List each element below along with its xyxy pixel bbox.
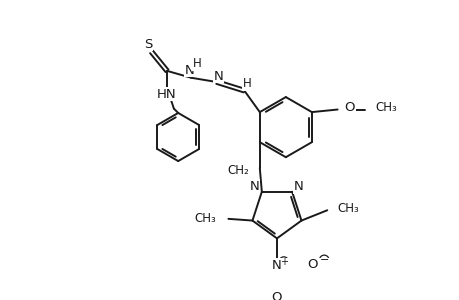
- Text: −: −: [319, 255, 328, 265]
- Text: O: O: [344, 101, 354, 114]
- Text: CH₂: CH₂: [227, 164, 249, 177]
- Text: +: +: [279, 256, 287, 267]
- Text: N: N: [184, 64, 194, 76]
- Text: O: O: [306, 258, 317, 271]
- Text: N: N: [213, 70, 223, 83]
- Text: S: S: [144, 38, 152, 51]
- Text: H: H: [192, 58, 201, 70]
- Text: N: N: [272, 260, 281, 272]
- Text: H: H: [242, 77, 251, 90]
- Text: N: N: [250, 180, 259, 193]
- Text: N: N: [293, 180, 303, 193]
- Text: HN: HN: [157, 88, 176, 100]
- Text: CH₃: CH₃: [194, 212, 216, 225]
- Text: CH₃: CH₃: [337, 202, 358, 215]
- Text: O: O: [271, 291, 282, 300]
- Text: CH₃: CH₃: [375, 101, 396, 114]
